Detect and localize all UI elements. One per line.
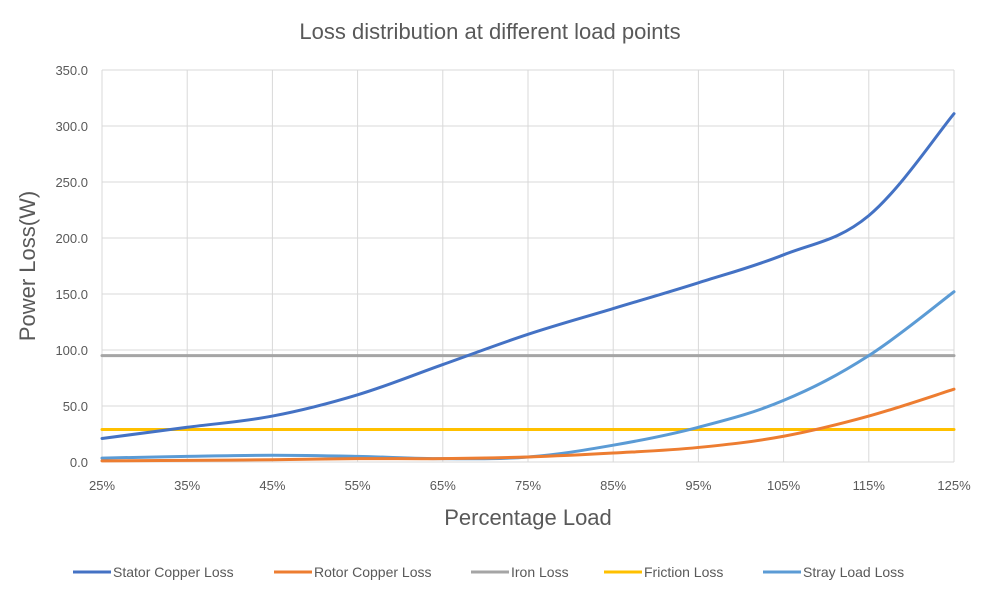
- x-tick-label: 75%: [515, 478, 541, 493]
- y-tick-label: 50.0: [63, 399, 88, 414]
- y-axis-ticks: 0.0 50.0 100.0 150.0 200.0 250.0 300.0 350.0: [55, 63, 88, 470]
- y-tick-label: 300.0: [55, 119, 88, 134]
- y-tick-label: 350.0: [55, 63, 88, 78]
- x-tick-label: 35%: [174, 478, 200, 493]
- x-tick-label: 25%: [89, 478, 115, 493]
- x-tick-label: 65%: [430, 478, 456, 493]
- legend: Stator Copper Loss Rotor Copper Loss Iron …: [73, 564, 904, 580]
- x-tick-label: 85%: [600, 478, 626, 493]
- legend-label-stray-load-loss: Stray Load Loss: [803, 564, 904, 580]
- legend-label-stator-copper-loss: Stator Copper Loss: [113, 564, 234, 580]
- y-tick-label: 100.0: [55, 343, 88, 358]
- x-tick-label: 115%: [853, 478, 886, 493]
- y-axis-title: Power Loss(W): [15, 191, 40, 341]
- x-tick-label: 105%: [767, 478, 801, 493]
- gridlines: [101, 69, 955, 463]
- y-tick-label: 200.0: [55, 231, 88, 246]
- series-lines: [100, 112, 956, 463]
- chart-title: Loss distribution at different load poin…: [299, 19, 680, 44]
- legend-label-friction-loss: Friction Loss: [644, 564, 723, 580]
- x-tick-label: 125%: [937, 478, 971, 493]
- y-tick-label: 150.0: [55, 287, 88, 302]
- x-tick-label: 45%: [259, 478, 285, 493]
- x-tick-label: 55%: [345, 478, 371, 493]
- x-tick-label: 95%: [685, 478, 711, 493]
- legend-label-rotor-copper-loss: Rotor Copper Loss: [314, 564, 432, 580]
- y-tick-label: 250.0: [55, 175, 88, 190]
- x-axis-ticks: 25% 35% 45% 55% 65% 75% 85% 95% 105% 115% 125%: [89, 478, 971, 493]
- x-axis-title: Percentage Load: [444, 505, 612, 530]
- legend-label-iron-loss: Iron Loss: [511, 564, 569, 580]
- y-tick-label: 0.0: [70, 455, 88, 470]
- series-line-stator-copper-loss: [100, 112, 956, 440]
- series-line-rotor-copper-loss: [100, 387, 956, 463]
